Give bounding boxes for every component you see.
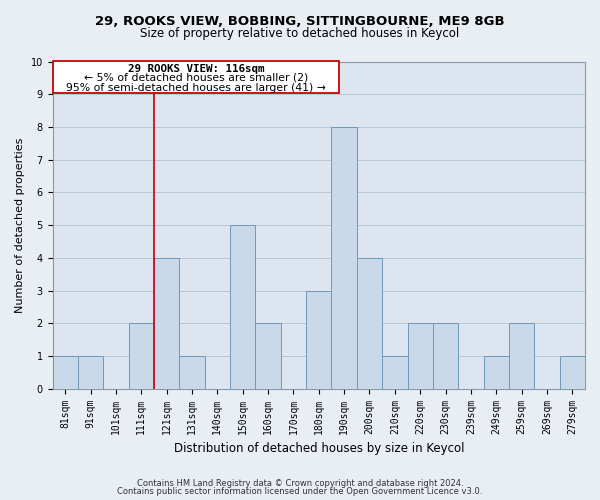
Bar — [357, 258, 382, 388]
Bar — [230, 225, 256, 388]
Bar — [128, 324, 154, 388]
Bar — [407, 324, 433, 388]
Bar — [154, 258, 179, 388]
Text: 95% of semi-detached houses are larger (41) →: 95% of semi-detached houses are larger (… — [66, 84, 326, 94]
Text: ← 5% of detached houses are smaller (2): ← 5% of detached houses are smaller (2) — [84, 73, 308, 83]
Bar — [179, 356, 205, 388]
Bar — [53, 62, 339, 92]
Bar — [484, 356, 509, 388]
Text: Contains public sector information licensed under the Open Government Licence v3: Contains public sector information licen… — [118, 487, 482, 496]
X-axis label: Distribution of detached houses by size in Keycol: Distribution of detached houses by size … — [173, 442, 464, 455]
Bar — [560, 356, 585, 388]
Bar — [509, 324, 534, 388]
Bar — [331, 127, 357, 388]
Bar — [306, 290, 331, 388]
Bar — [53, 356, 78, 388]
Text: 29 ROOKS VIEW: 116sqm: 29 ROOKS VIEW: 116sqm — [128, 64, 264, 74]
Bar — [433, 324, 458, 388]
Text: 29, ROOKS VIEW, BOBBING, SITTINGBOURNE, ME9 8GB: 29, ROOKS VIEW, BOBBING, SITTINGBOURNE, … — [95, 15, 505, 28]
Y-axis label: Number of detached properties: Number of detached properties — [15, 138, 25, 313]
Text: Contains HM Land Registry data © Crown copyright and database right 2024.: Contains HM Land Registry data © Crown c… — [137, 478, 463, 488]
Bar — [78, 356, 103, 388]
Bar — [256, 324, 281, 388]
Text: Size of property relative to detached houses in Keycol: Size of property relative to detached ho… — [140, 28, 460, 40]
Bar — [382, 356, 407, 388]
